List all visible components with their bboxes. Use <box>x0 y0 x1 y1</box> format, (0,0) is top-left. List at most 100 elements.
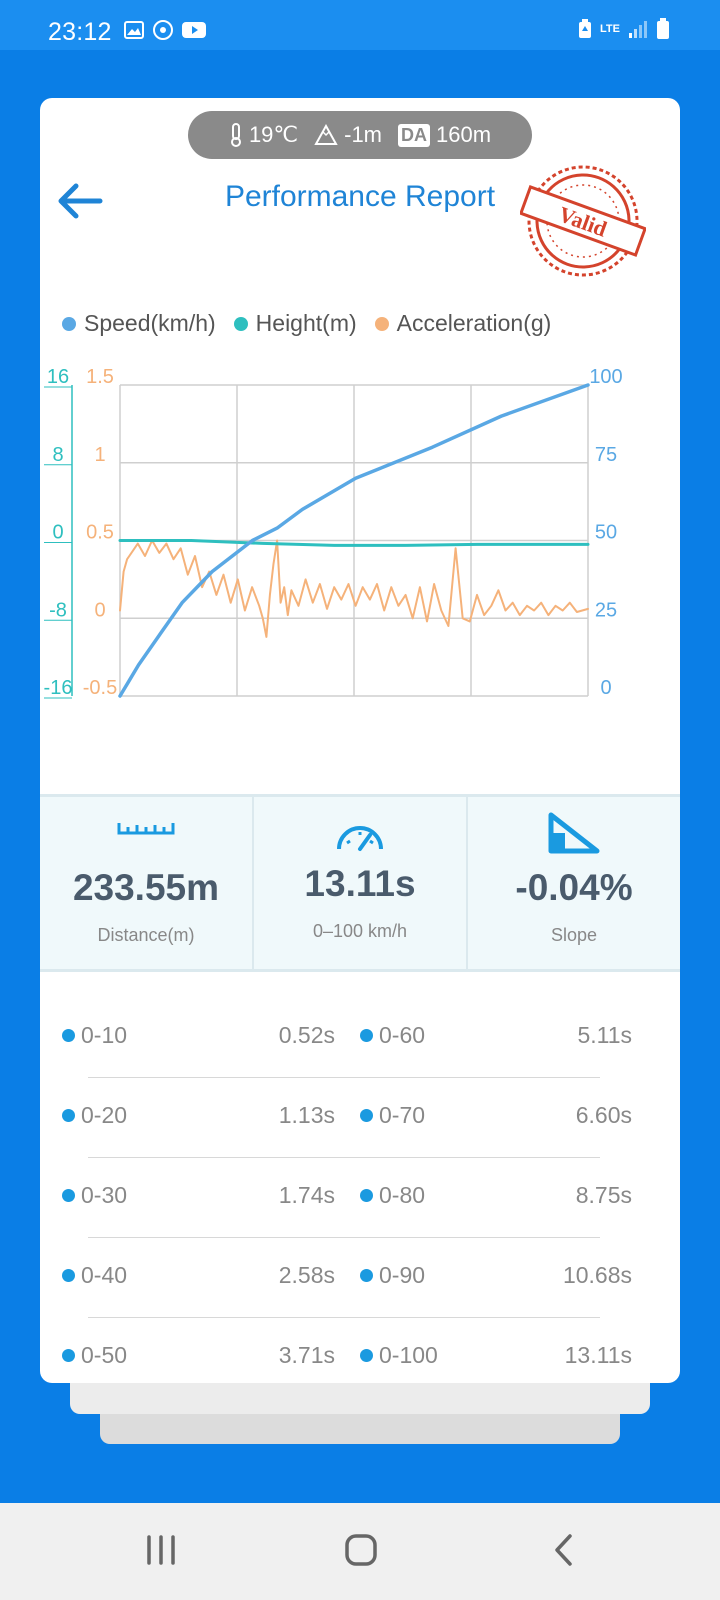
navigation-bar <box>0 1503 720 1600</box>
height-tick-label: 0 <box>52 522 63 544</box>
thermometer-icon <box>230 123 241 147</box>
acceleration-time-label: 0–100 km/h <box>312 921 408 941</box>
altitude: -1m <box>314 122 382 148</box>
height-tick-label: 16 <box>47 366 69 388</box>
split-time: 8.75s <box>575 1182 632 1208</box>
split-row: 0-40 2.58s 0-90 10.68s <box>40 1238 680 1318</box>
height-tick-label: -16 <box>44 677 73 699</box>
split-dot <box>62 1349 75 1362</box>
slope-label: Slope <box>550 925 598 945</box>
split-range: 0-70 <box>379 1102 426 1128</box>
slope-value: -0.04% <box>515 867 633 908</box>
battery-saver-icon <box>579 19 592 38</box>
split-time: 2.58s <box>278 1262 335 1288</box>
split-range: 0-10 <box>81 1022 128 1048</box>
divider <box>88 1237 600 1238</box>
performance-chart: 16 8 0 -8 -16 1.5 1 0.5 0 -0.5 100 75 50 25 0 <box>44 366 623 699</box>
split-row: 0-50 3.71s 0-100 13.11s <box>40 1318 680 1383</box>
split-dot <box>360 1189 373 1202</box>
signal-icon <box>629 21 647 38</box>
split-label: 0-50 <box>62 1342 127 1369</box>
legend-height: Height(m) <box>233 310 357 337</box>
report-card: 19℃ -1m DA 160m Performance Report Valid… <box>40 98 680 1383</box>
distance-value: 233.55m <box>72 867 220 908</box>
split-label: 0-70 <box>360 1102 425 1129</box>
speed-tick-label: 0 <box>600 677 611 699</box>
split-time: 6.60s <box>575 1102 632 1128</box>
youtube-icon <box>182 22 206 38</box>
back-icon[interactable] <box>548 1533 582 1567</box>
speed-tick-label: 25 <box>595 599 617 621</box>
legend-height-dot <box>233 316 248 331</box>
legend-speed-label: Speed(km/h) <box>84 310 216 336</box>
split-time: 1.13s <box>278 1102 335 1128</box>
status-bar: 23:12 LTE <box>0 0 720 50</box>
divider <box>88 1157 600 1158</box>
image-icon <box>124 21 144 39</box>
stat-distance: 233.55m Distance(m) <box>40 797 252 969</box>
split-range: 0-40 <box>81 1262 128 1288</box>
divider <box>88 1317 600 1318</box>
conditions-pill: 19℃ -1m DA 160m <box>188 111 532 159</box>
density-altitude-value: 160m <box>436 122 492 147</box>
split-label: 0-10 <box>62 1022 127 1049</box>
split-range: 0-60 <box>379 1022 426 1048</box>
back-arrow-icon[interactable] <box>52 176 108 226</box>
acceleration-tick-label: 1 <box>94 444 105 466</box>
acceleration-tick-label: -0.5 <box>83 677 117 699</box>
ruler-icon <box>117 823 175 835</box>
valid-stamp: Valid <box>520 165 646 277</box>
density-altitude: DA 160m <box>398 122 491 148</box>
acceleration-tick-label: 1.5 <box>86 366 114 388</box>
summary-stats: 233.55m Distance(m) 13.11s 0–100 km/h -0… <box>40 794 680 972</box>
legend-acceleration-label: Acceleration(g) <box>396 310 552 336</box>
split-dot <box>360 1109 373 1122</box>
split-time: 5.11s <box>577 1022 632 1048</box>
legend-speed: Speed(km/h) <box>62 310 216 337</box>
legend-speed-dot <box>62 316 76 331</box>
split-range: 0-90 <box>379 1262 426 1288</box>
legend-acceleration: Acceleration(g) <box>374 310 552 337</box>
split-label: 0-30 <box>62 1182 127 1209</box>
slope-icon <box>548 812 600 854</box>
legend-acceleration-dot <box>374 316 389 331</box>
altitude-value: -1m <box>344 122 383 147</box>
height-tick-label: 8 <box>52 444 63 466</box>
split-label: 0-40 <box>62 1262 127 1289</box>
speed-tick-label: 50 <box>595 522 617 544</box>
height-series-line <box>118 539 590 547</box>
split-label: 0-100 <box>360 1342 438 1369</box>
system-icons: LTE <box>578 18 670 40</box>
split-label: 0-90 <box>360 1262 425 1289</box>
split-dot <box>360 1349 373 1362</box>
legend-height-label: Height(m) <box>255 310 357 336</box>
split-label: 0-60 <box>360 1022 425 1049</box>
split-dot <box>360 1029 373 1042</box>
split-range: 0-50 <box>81 1342 128 1368</box>
split-label: 0-20 <box>62 1102 127 1129</box>
chart-legend: Speed(km/h) Height(m) Acceleration(g) <box>62 310 551 337</box>
speed-tick-label: 75 <box>595 444 617 466</box>
acceleration-tick-label: 0 <box>94 599 105 621</box>
battery-icon <box>657 18 669 39</box>
split-time: 3.71s <box>278 1342 335 1368</box>
split-label: 0-80 <box>360 1182 425 1209</box>
speed-tick-label: 100 <box>589 366 622 388</box>
status-time: 23:12 <box>48 18 112 46</box>
home-icon[interactable] <box>344 1533 378 1567</box>
temperature: 19℃ <box>229 122 298 148</box>
split-time: 10.68s <box>562 1262 632 1288</box>
mountain-icon <box>314 124 338 145</box>
distance-label: Distance(m) <box>97 925 195 945</box>
notification-icons <box>124 19 206 41</box>
recent-apps-icon[interactable] <box>144 1533 178 1567</box>
split-row: 0-10 0.52s 0-60 5.11s <box>40 998 680 1078</box>
height-tick-label: -8 <box>49 599 67 621</box>
split-range: 0-30 <box>81 1182 128 1208</box>
split-row: 0-20 1.13s 0-70 6.60s <box>40 1078 680 1158</box>
split-dot <box>360 1269 373 1282</box>
page-title: Performance Report <box>224 180 496 213</box>
speed-series-line <box>118 383 590 698</box>
split-time: 0.52s <box>278 1022 335 1048</box>
split-range: 0-80 <box>379 1182 426 1208</box>
